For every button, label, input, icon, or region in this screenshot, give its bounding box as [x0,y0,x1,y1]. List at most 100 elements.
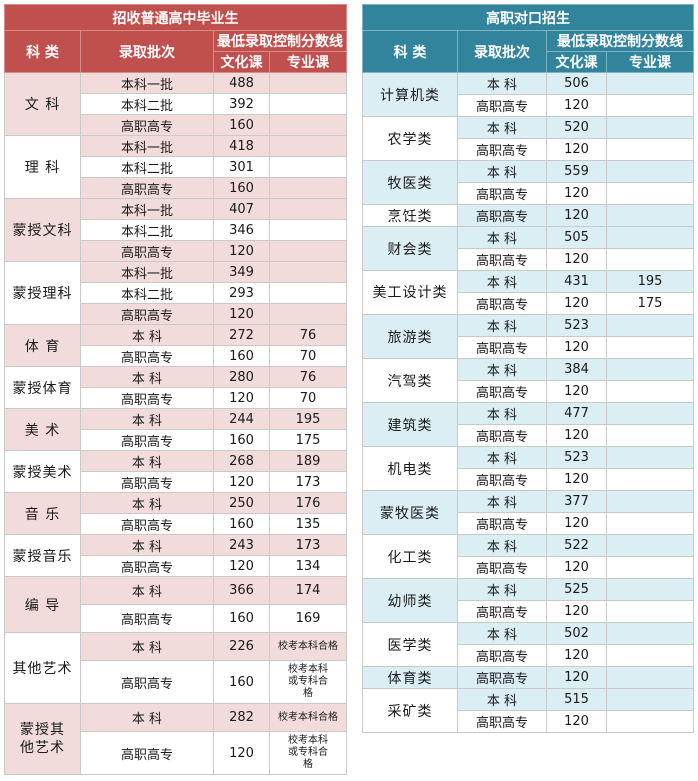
category-cell: 蒙授音乐 [4,534,81,577]
header-batch: 录取批次 [457,30,547,73]
batch-cell: 本科二批 [80,219,214,241]
category-cell: 蒙牧医类 [362,490,458,535]
table-row: 高职高专 120 [363,380,694,403]
table-row: 幼师类本 科 525 [362,578,694,623]
category-cell: 机电类 [362,446,458,491]
major-score-cell [606,666,694,689]
batch-cell: 高职高专 [80,604,214,633]
table-row: 高职高专 120 校考本科或专科合格 [5,731,347,775]
batch-cell: 本 科 [80,408,214,430]
culture-score-cell: 418 [213,135,270,157]
culture-score-cell: 160 [213,660,270,704]
culture-score-cell: 523 [546,314,607,337]
culture-score-cell: 282 [213,703,270,732]
major-score-cell [269,114,347,136]
major-score-cell: 195 [606,270,694,293]
culture-score-cell: 488 [213,72,270,94]
batch-cell: 本 科 [80,576,214,605]
culture-score-cell: 160 [213,345,270,367]
major-score-cell [606,116,694,139]
major-score-cell [269,240,347,262]
table-row: 蒙授音乐本 科 243 173 [4,534,347,577]
major-score-cell [606,226,694,249]
major-score-cell [269,156,347,178]
culture-score-cell: 268 [213,450,270,472]
batch-cell: 高职高专 [457,600,547,623]
general-admission-rows: 文 科本科一批 488 本科二批 392 高职高专 160 理 科本科一批 418 本科二批 30… [4,72,347,775]
table-row: 本科二批 293 [5,282,347,304]
culture-score-cell: 120 [546,138,607,161]
major-score-cell [606,600,694,623]
culture-score-cell: 120 [213,240,270,262]
batch-cell: 高职高专 [80,731,214,775]
major-score-cell [606,182,694,205]
culture-score-cell: 559 [546,160,607,183]
major-score-cell: 173 [269,534,347,556]
table-row: 高职高专 160 169 [5,604,347,633]
panel-title: 招收普通高中毕业生 [4,4,347,31]
table-row: 高职高专 120 175 [363,292,694,315]
header-min-score: 最低录取控制分数线 [546,30,694,52]
table-row: 高职高专 160 175 [5,429,347,451]
major-score-cell: 176 [269,492,347,514]
batch-cell: 高职高专 [80,177,214,199]
culture-score-cell: 515 [546,688,607,711]
batch-cell: 本 科 [457,72,547,95]
major-score-cell [269,135,347,157]
culture-score-cell: 120 [213,387,270,409]
table-row: 高职高专 160 [5,114,347,136]
category-cell: 蒙授美术 [4,450,81,493]
major-score-cell: 70 [269,345,347,367]
major-score-cell: 校考本科或专科合格 [269,660,347,704]
major-score-cell: 76 [269,366,347,388]
major-score-cell [606,314,694,337]
category-cell: 牧医类 [362,160,458,205]
header-culture: 文化课 [546,51,607,73]
culture-score-cell: 120 [546,666,607,689]
table-row: 建筑类本 科 477 [362,402,694,447]
batch-cell: 本 科 [457,160,547,183]
culture-score-cell: 120 [546,248,607,271]
culture-score-cell: 520 [546,116,607,139]
major-score-cell [606,248,694,271]
table-row: 蒙牧医类本 科 377 [362,490,694,535]
major-score-cell [606,556,694,579]
category-cell: 音 乐 [4,492,81,535]
batch-cell: 高职高专 [457,666,547,689]
culture-score-cell: 160 [213,114,270,136]
major-score-cell: 175 [606,292,694,315]
category-cell: 编 导 [4,576,81,633]
table-row: 化工类本 科 522 [362,534,694,579]
batch-cell: 本 科 [457,226,547,249]
batch-cell: 高职高专 [80,513,214,535]
major-score-cell: 173 [269,471,347,493]
table-row: 高职高专 160 校考本科或专科合格 [5,660,347,704]
culture-score-cell: 120 [546,94,607,117]
table-row: 高职高专 120 [363,710,694,733]
culture-score-cell: 120 [546,468,607,491]
major-score-cell [606,336,694,359]
culture-score-cell: 160 [213,513,270,535]
culture-score-cell: 431 [546,270,607,293]
batch-cell: 本科一批 [80,135,214,157]
header-batch: 录取批次 [80,30,214,73]
culture-score-cell: 244 [213,408,270,430]
category-cell: 医学类 [362,622,458,667]
major-score-cell: 校考本科或专科合格 [269,731,347,775]
batch-cell: 本科一批 [80,198,214,220]
category-cell: 建筑类 [362,402,458,447]
culture-score-cell: 366 [213,576,270,605]
major-score-cell [269,282,347,304]
major-score-cell [606,138,694,161]
category-cell: 蒙授其他艺术 [4,703,81,775]
category-cell: 采矿类 [362,688,458,733]
batch-cell: 本 科 [80,324,214,346]
culture-score-cell: 120 [546,182,607,205]
vocational-admission-panel: 高职对口招生 科 类 录取批次 最低录取控制分数线 文化课 专业课 计算机类本 … [362,4,694,733]
batch-cell: 本科一批 [80,261,214,283]
batch-cell: 本 科 [457,446,547,469]
culture-score-cell: 120 [546,424,607,447]
culture-score-cell: 120 [213,555,270,577]
table-row: 烹饪类 高职高专 120 [362,204,694,227]
major-score-cell [606,512,694,535]
